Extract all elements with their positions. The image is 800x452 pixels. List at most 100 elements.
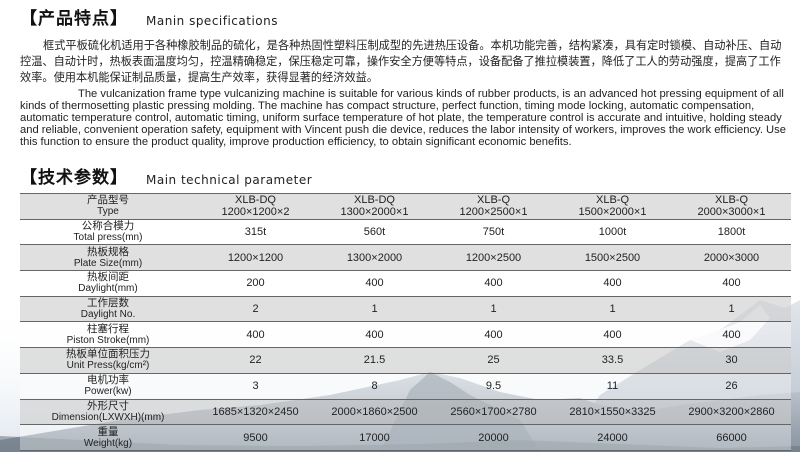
row-label: 公称合模力 Total press(mn) bbox=[20, 218, 196, 246]
value-cell: 1000t bbox=[553, 218, 672, 246]
row-label: 柱塞行程 Piston Stroke(mm) bbox=[20, 321, 196, 349]
value-cell: 1300×2000 bbox=[315, 244, 434, 272]
model-cell: XLB-Q 2000×3000×1 bbox=[672, 193, 791, 220]
table-row: 柱塞行程 Piston Stroke(mm) 400 400 400 400 400 bbox=[20, 321, 791, 349]
model-size: 1200×1200×2 bbox=[221, 206, 290, 219]
value-cell: 17000 bbox=[315, 424, 434, 451]
value-cell: 9500 bbox=[196, 424, 315, 451]
value-cell: 11 bbox=[553, 372, 672, 400]
table-row: 公称合模力 Total press(mn) 315t 560t 750t 1000t 180… bbox=[20, 218, 791, 246]
row-label: 产品型号 Type bbox=[20, 193, 196, 220]
model-name: XLB-DQ bbox=[354, 194, 395, 207]
model-cell: XLB-Q 1500×2000×1 bbox=[553, 193, 672, 220]
value-cell: 1800t bbox=[672, 218, 791, 246]
value-cell: 400 bbox=[553, 321, 672, 349]
section-title-cn: 【产品特点】 bbox=[20, 9, 128, 29]
row-label: 热板间距 Daylight(mm) bbox=[20, 270, 196, 297]
model-name: XLB-DQ bbox=[235, 194, 276, 207]
value-cell: 25 bbox=[434, 347, 553, 374]
value-cell: 2810×1550×3325 bbox=[553, 398, 672, 426]
section-title-en: Main technical parameter bbox=[146, 173, 313, 187]
value-cell: 400 bbox=[672, 270, 791, 297]
value-cell: 400 bbox=[553, 270, 672, 297]
section-title-en: Manin specifications bbox=[146, 14, 278, 28]
row-label-cn: 公称合模力 bbox=[81, 220, 135, 233]
row-label-cn: 工作层数 bbox=[87, 297, 129, 310]
table-row: 重量 Weight(kg) 9500 17000 20000 24000 66000 bbox=[20, 424, 791, 451]
value-cell: 1 bbox=[434, 295, 553, 323]
model-size: 1200×2500×1 bbox=[459, 206, 528, 219]
section-title-cn: 【技术参数】 bbox=[20, 168, 128, 188]
value-cell: 22 bbox=[196, 347, 315, 374]
value-cell: 9.5 bbox=[434, 372, 553, 400]
row-label-en: Piston Stroke(mm) bbox=[66, 334, 150, 346]
value-cell: 20000 bbox=[434, 424, 553, 451]
table-row: 外形尺寸 Dimension(LXWXH)(mm) 1685×1320×2450 20… bbox=[20, 398, 791, 426]
value-cell: 2000×1860×2500 bbox=[315, 398, 434, 426]
model-name: XLB-Q bbox=[595, 194, 629, 207]
value-cell: 26 bbox=[672, 372, 791, 400]
value-cell: 1200×1200 bbox=[196, 244, 315, 272]
row-label-en: Daylight No. bbox=[80, 309, 136, 321]
value-cell: 1 bbox=[672, 295, 791, 323]
model-size: 1500×2000×1 bbox=[578, 206, 647, 219]
row-label-cn: 热板单位面积压力 bbox=[66, 348, 150, 361]
value-cell: 200 bbox=[196, 270, 315, 297]
value-cell: 400 bbox=[315, 270, 434, 297]
value-cell: 1200×2500 bbox=[434, 244, 553, 272]
row-label-en: Total press(mn) bbox=[73, 232, 143, 244]
value-cell: 8 bbox=[315, 372, 434, 400]
model-cell: XLB-DQ 1200×1200×2 bbox=[196, 193, 315, 220]
row-label: 外形尺寸 Dimension(LXWXH)(mm) bbox=[20, 398, 196, 426]
row-label: 电机功率 Power(kw) bbox=[20, 372, 196, 400]
value-cell: 400 bbox=[434, 321, 553, 349]
value-cell: 400 bbox=[434, 270, 553, 297]
row-label-en: Dimension(LXWXH)(mm) bbox=[51, 411, 165, 423]
row-label: 工作层数 Daylight No. bbox=[20, 295, 196, 323]
table-row: 工作层数 Daylight No. 2 1 1 1 1 bbox=[20, 295, 791, 323]
model-cell: XLB-Q 1200×2500×1 bbox=[434, 193, 553, 220]
value-cell: 66000 bbox=[672, 424, 791, 451]
row-label-cn: 产品型号 bbox=[87, 194, 129, 207]
value-cell: 2560×1700×2780 bbox=[434, 398, 553, 426]
value-cell: 3 bbox=[196, 372, 315, 400]
value-cell: 400 bbox=[672, 321, 791, 349]
row-label-cn: 外形尺寸 bbox=[87, 399, 129, 412]
value-cell: 33.5 bbox=[553, 347, 672, 374]
model-size: 2000×3000×1 bbox=[697, 206, 766, 219]
technical-parameters-table: 产品型号 Type XLB-DQ 1200×1200×2 XLB-DQ 1300… bbox=[20, 193, 791, 451]
row-label-cn: 柱塞行程 bbox=[87, 322, 129, 335]
section-title-product-features: 【产品特点】 Manin specifications bbox=[20, 7, 278, 29]
value-cell: 1 bbox=[553, 295, 672, 323]
row-label: 热板规格 Plate Size(mm) bbox=[20, 244, 196, 272]
value-cell: 560t bbox=[315, 218, 434, 246]
row-label: 重量 Weight(kg) bbox=[20, 424, 196, 451]
value-cell: 2000×3000 bbox=[672, 244, 791, 272]
value-cell: 24000 bbox=[553, 424, 672, 451]
value-cell: 400 bbox=[196, 321, 315, 349]
row-label: 热板单位面积压力 Unit Press(kg/cm²) bbox=[20, 347, 196, 374]
features-paragraph-en: The vulcanization frame type vulcanizing… bbox=[20, 88, 786, 148]
model-cell: XLB-DQ 1300×2000×1 bbox=[315, 193, 434, 220]
value-cell: 1500×2500 bbox=[553, 244, 672, 272]
row-label-cn: 热板间距 bbox=[87, 271, 129, 284]
value-cell: 1 bbox=[315, 295, 434, 323]
row-label-cn: 电机功率 bbox=[87, 374, 129, 387]
value-cell: 315t bbox=[196, 218, 315, 246]
value-cell: 21.5 bbox=[315, 347, 434, 374]
row-label-cn: 重量 bbox=[97, 425, 119, 438]
row-label-en: Power(kw) bbox=[84, 386, 132, 398]
features-paragraph-cn: 框式平板硫化机适用于各种橡胶制品的硫化，是各种热固性塑料压制成型的先进热压设备。… bbox=[20, 39, 782, 84]
table-header-row: 产品型号 Type XLB-DQ 1200×1200×2 XLB-DQ 1300… bbox=[20, 193, 791, 220]
table-row: 热板规格 Plate Size(mm) 1200×1200 1300×2000 1200… bbox=[20, 244, 791, 272]
row-label-en: Weight(kg) bbox=[83, 437, 133, 449]
table-row: 热板单位面积压力 Unit Press(kg/cm²) 22 21.5 25 33.5 30 bbox=[20, 347, 791, 374]
value-cell: 30 bbox=[672, 347, 791, 374]
model-name: XLB-Q bbox=[714, 194, 748, 207]
value-cell: 1685×1320×2450 bbox=[196, 398, 315, 426]
value-cell: 2 bbox=[196, 295, 315, 323]
section-title-technical-parameters: 【技术参数】 Main technical parameter bbox=[20, 166, 312, 188]
table-row: 热板间距 Daylight(mm) 200 400 400 400 400 bbox=[20, 270, 791, 297]
model-size: 1300×2000×1 bbox=[340, 206, 409, 219]
model-name: XLB-Q bbox=[476, 194, 510, 207]
